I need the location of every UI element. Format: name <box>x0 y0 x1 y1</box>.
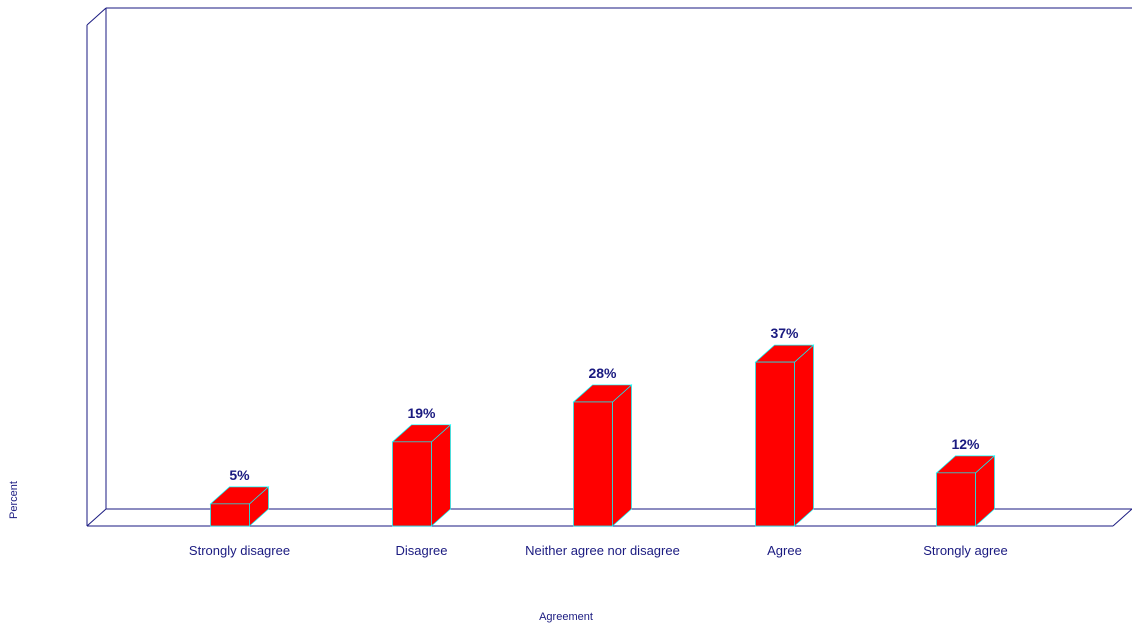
value-label: 28% <box>588 365 617 381</box>
bar <box>209 486 270 527</box>
bar <box>935 455 996 527</box>
x-tick-labels: Strongly disagree Disagree Neither agree n… <box>189 543 1008 558</box>
x-tick-label: Neither agree nor disagree <box>525 543 680 558</box>
x-tick-label: Disagree <box>395 543 447 558</box>
y-axis-label: Percent <box>0 470 30 530</box>
value-label: 37% <box>770 325 799 341</box>
bar-front-face <box>936 472 976 527</box>
bar-side-face <box>612 384 632 527</box>
bar-side-face <box>431 424 451 527</box>
x-tick-label: Agree <box>767 543 802 558</box>
y-axis-label-text: Percent <box>8 481 20 519</box>
bar-front-face <box>573 401 613 527</box>
bar <box>391 424 452 527</box>
bar-side-face <box>794 344 814 527</box>
x-tick-label: Strongly agree <box>923 543 1008 558</box>
bar-front-face <box>392 441 432 527</box>
x-tick-label: Strongly disagree <box>189 543 290 558</box>
value-label: 5% <box>229 467 250 483</box>
floor-left-edge <box>86 508 107 527</box>
value-labels: 5% 19% 28% 37% 12% <box>229 325 980 483</box>
bar-front-face <box>755 361 795 527</box>
bar <box>572 384 633 527</box>
bar <box>754 344 815 527</box>
floor-right-edge <box>1112 508 1132 527</box>
x-axis-label: Agreement <box>539 611 593 623</box>
side-wall-top-edge <box>86 7 107 26</box>
bar-front-face <box>210 503 250 527</box>
bar-series <box>209 344 996 527</box>
value-label: 19% <box>407 405 436 421</box>
value-label: 12% <box>951 436 980 452</box>
